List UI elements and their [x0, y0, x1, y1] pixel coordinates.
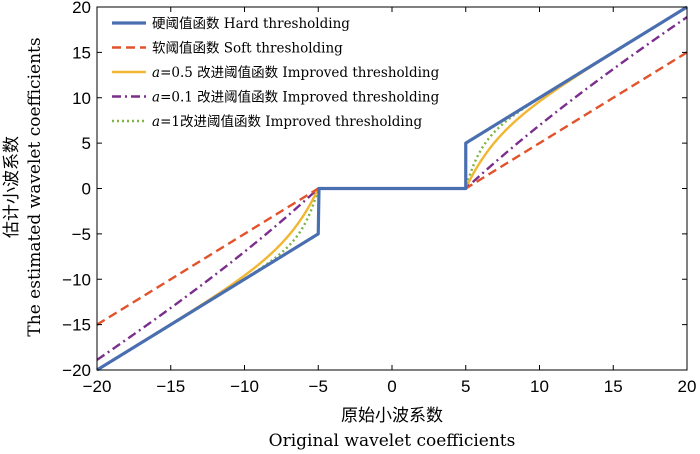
series-line-1 [96, 51, 688, 326]
y-axis-title-cn: 估计小波系数 [2, 136, 22, 238]
x-axis-title-en: Original wavelet coefficients [269, 431, 516, 451]
x-tick-label: 15 [604, 377, 623, 396]
y-tick-label: 15 [72, 43, 91, 62]
x-tick-label: 20 [678, 377, 697, 396]
y-tick-label: 20 [72, 0, 91, 17]
legend-label: a=0.1 改进阈值函数 Improved thresholding [152, 90, 440, 106]
axis-ticks: −20 −15 −10 −5 0 5 10 15 20 −20 −15 −10 −5 0 5 10 15 20 [62, 0, 696, 396]
x-tick-label: 5 [461, 377, 470, 396]
x-tick-label: 0 [387, 377, 396, 396]
x-tick-label: −5 [309, 377, 328, 396]
y-tick-label: 5 [82, 134, 91, 153]
legend-label: 硬阈值函数 Hard thresholding [152, 16, 350, 32]
x-tick-label: −10 [230, 377, 259, 396]
series-line-0 [96, 5, 688, 372]
legend-label: 软阈值函数 Soft thresholding [152, 41, 343, 57]
y-axis-title-en: The estimated wavelet coefficients [25, 37, 45, 336]
x-axis-title-cn: 原始小波系数 [341, 406, 443, 426]
y-tick-label: 10 [72, 89, 91, 108]
y-tick-label: −10 [62, 270, 91, 289]
x-tick-label: 10 [530, 377, 549, 396]
y-tick-label: −5 [72, 225, 91, 244]
x-tick-label: −15 [156, 377, 185, 396]
x-tick-label: −20 [83, 377, 112, 396]
y-tick-label: 0 [82, 180, 91, 199]
series-line-3 [96, 16, 688, 361]
y-tick-label: −15 [62, 316, 91, 335]
y-tick-label: −20 [62, 361, 91, 380]
legend-label: a=0.5 改进阈值函数 Improved thresholding [152, 65, 440, 81]
legend: 硬阈值函数 Hard thresholding 软阈值函数 Soft thresh… [112, 16, 440, 130]
plot-lines [96, 5, 688, 372]
legend-label: a=1改进阈值函数 Improved thresholding [152, 114, 422, 130]
